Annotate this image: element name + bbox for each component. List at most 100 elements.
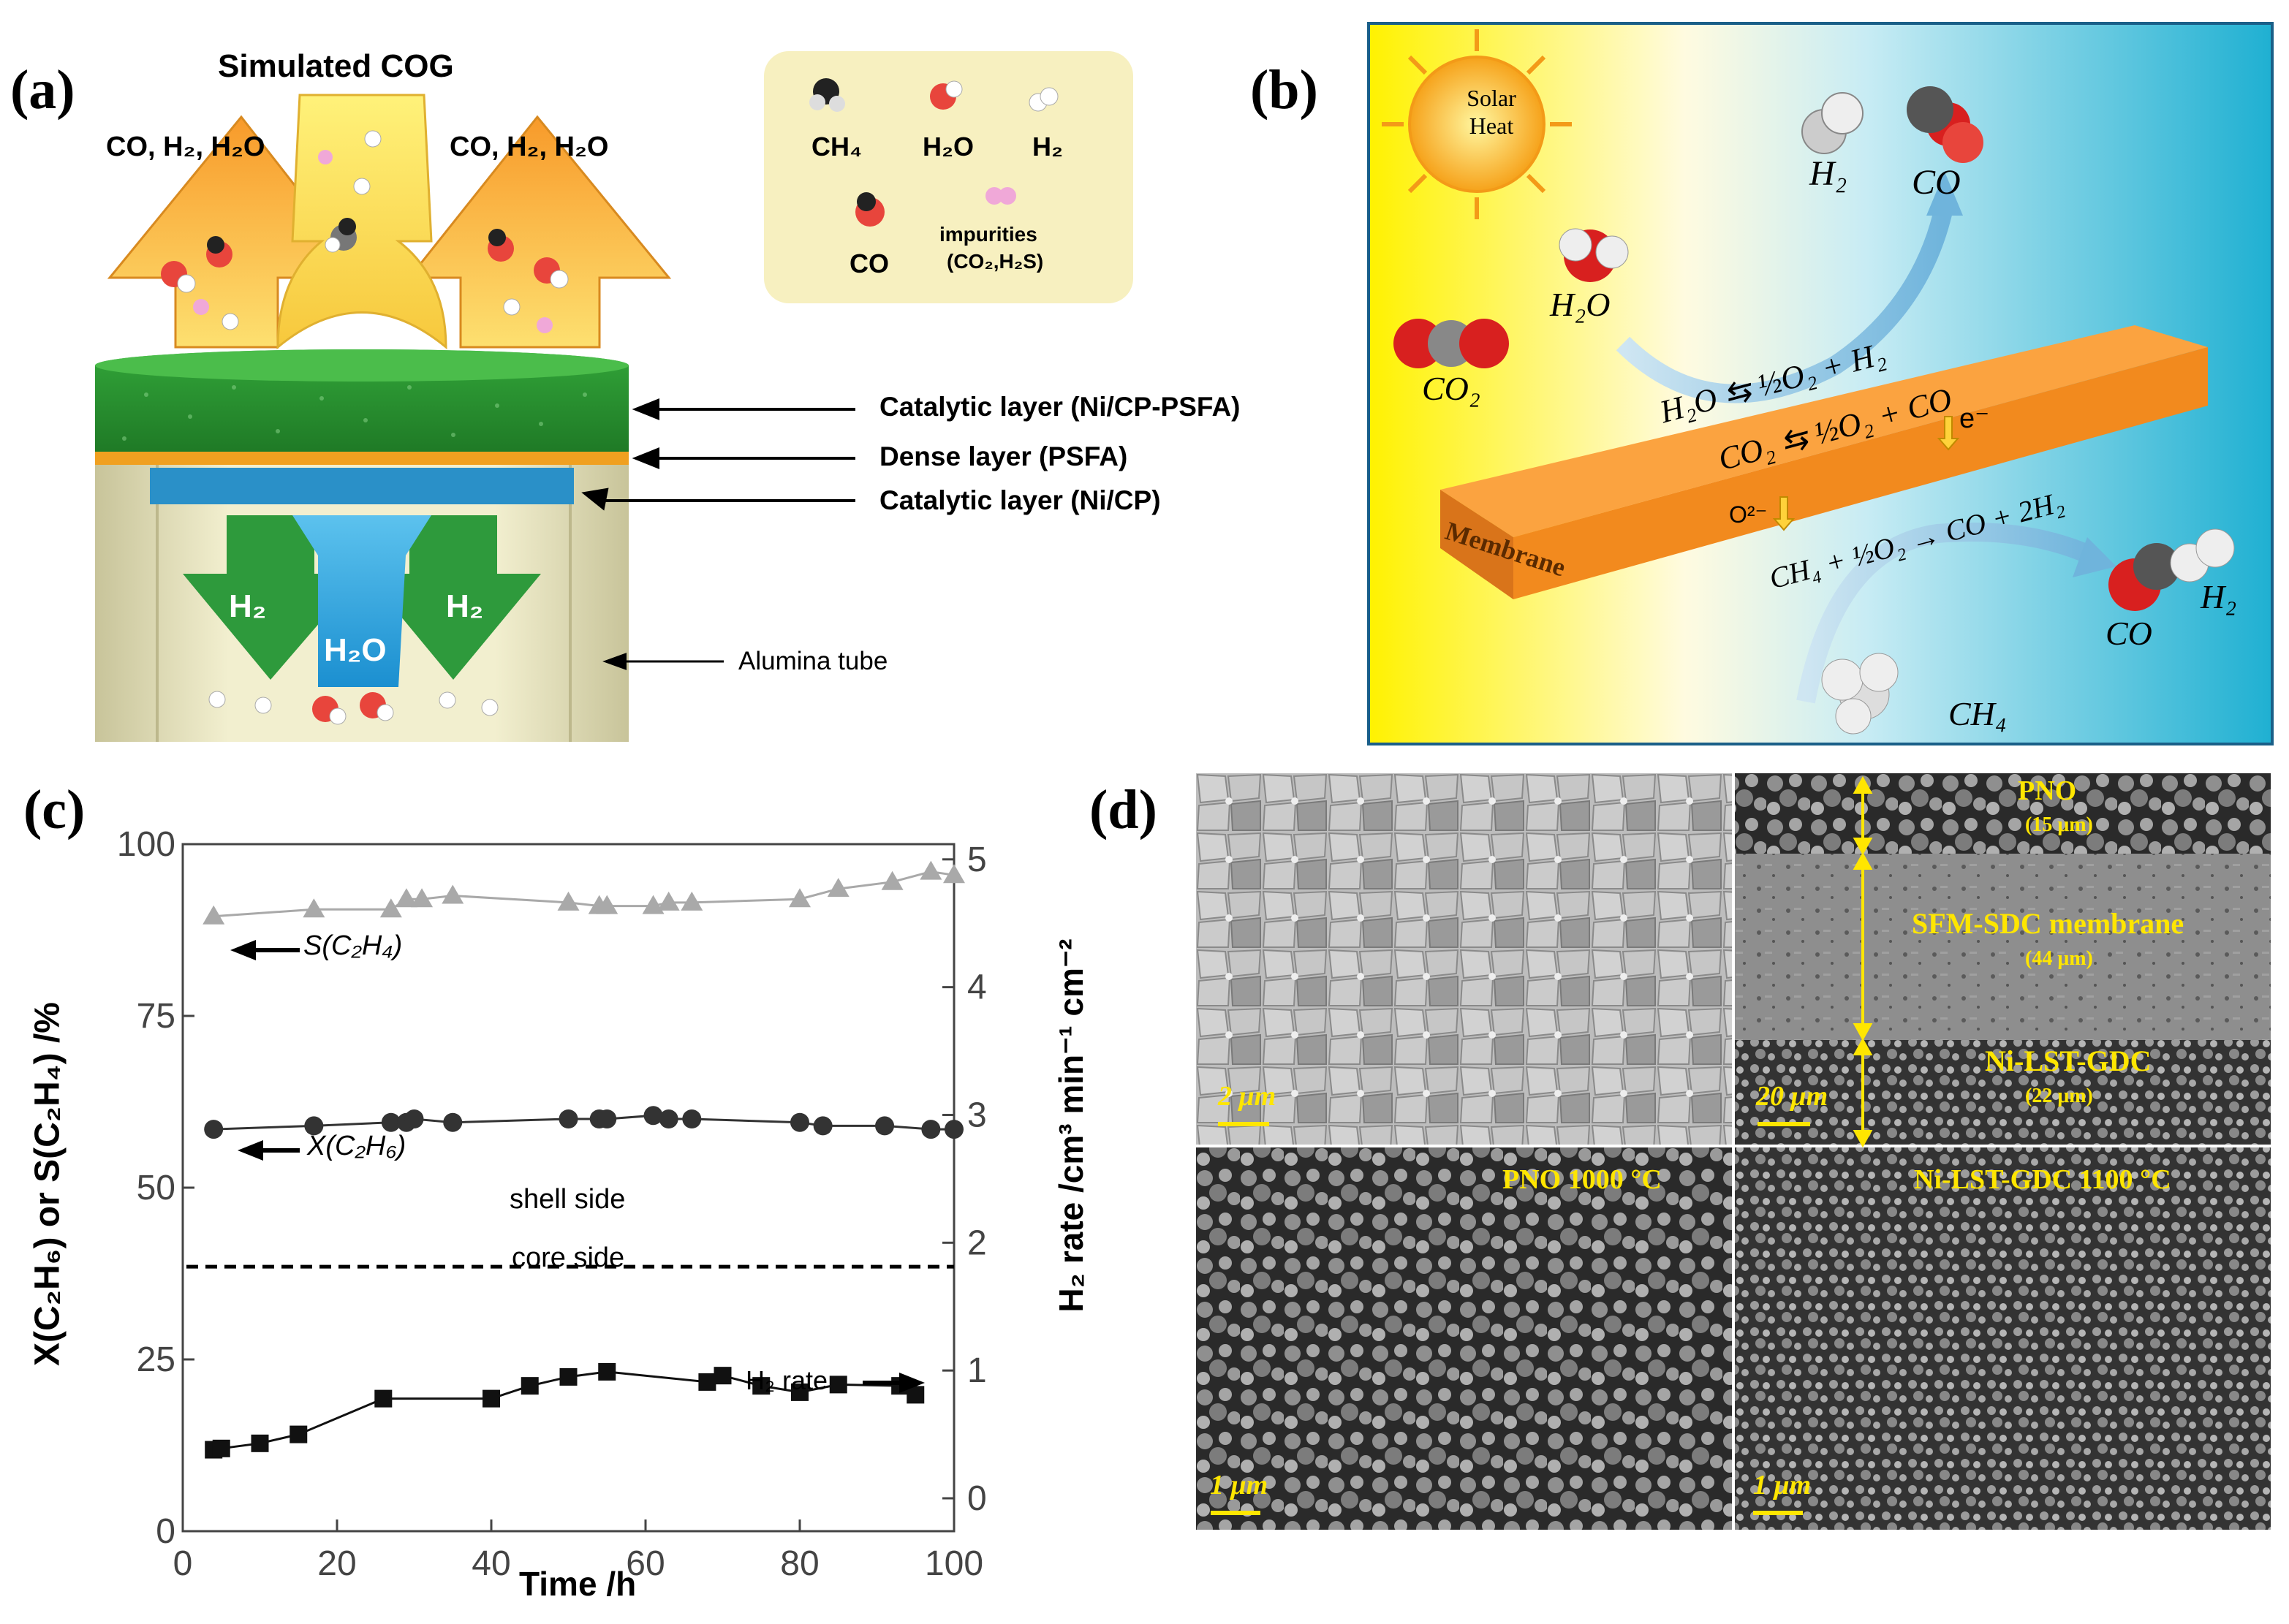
core-side-label: core side: [512, 1242, 625, 1273]
pno-sinter-label: PNO 1000 °C: [1502, 1164, 1662, 1195]
membrane-thickness: (44 μm): [2025, 947, 2093, 970]
pno-layer-label: PNO: [2018, 775, 2077, 806]
x-tick-label: 60: [626, 1544, 665, 1583]
x-tick-label: 100: [925, 1544, 983, 1583]
sem-anode-image: [1733, 1146, 2271, 1530]
y-left-tick-label: 0: [156, 1512, 175, 1551]
data-point-triangle: [789, 888, 811, 908]
alumina-tube-label: Alumina tube: [738, 647, 888, 675]
scale-surface: 2 μm: [1218, 1081, 1276, 1112]
scale-anode: 1 μm: [1753, 1470, 1812, 1500]
h2-left-label: H₂: [229, 588, 267, 624]
data-point-triangle: [203, 905, 225, 925]
sem-surface-image: [1196, 773, 1733, 1146]
data-point-circle: [813, 1116, 833, 1136]
anode-thickness: (22 μm): [2025, 1085, 2093, 1107]
data-point-triangle: [657, 891, 680, 911]
panel-a-label: (a): [10, 59, 75, 121]
x-tick-label: 40: [472, 1544, 510, 1583]
sem-pno-image: [1196, 1146, 1733, 1530]
shell-side-label: shell side: [510, 1184, 626, 1215]
co-bottom-label: CO: [2105, 615, 2152, 652]
y-left-axis-title: X(C₂H₆) or S(C₂H₄) /%: [28, 1002, 67, 1366]
legend-ch4: CH₄: [811, 132, 863, 162]
legend-impurities: impurities: [939, 223, 1037, 246]
sem-images: [1196, 773, 2271, 1530]
data-point-circle: [945, 1120, 964, 1139]
data-point-triangle: [920, 860, 942, 880]
data-point-circle: [790, 1112, 809, 1132]
y-right-tick-label: 0: [967, 1479, 987, 1518]
anode-sinter-label: Ni-LST-GDC 1100 °C: [1914, 1164, 2171, 1195]
data-point-square: [521, 1377, 539, 1395]
panel-b-diagram: [1367, 22, 2274, 745]
data-point-square: [559, 1367, 578, 1386]
left-flow-label: CO, H₂, H₂O: [106, 132, 265, 162]
h2o-arrow: [292, 515, 431, 687]
layer-label-dense: Dense layer (PSFA): [879, 441, 1128, 471]
data-point-square: [212, 1439, 230, 1457]
co-top-label: CO: [1912, 163, 1961, 202]
series-line-square: [213, 1370, 917, 1452]
oxygen-ion-label: O²⁻: [1729, 501, 1768, 528]
data-point-square: [752, 1377, 771, 1395]
data-point-triangle: [943, 864, 965, 884]
y-right-tick-label: 2: [967, 1223, 987, 1262]
h2-bottom-label: H₂: [2201, 578, 2237, 615]
co2-label: CO₂: [1422, 370, 1480, 407]
y-right-tick-label: 4: [967, 968, 987, 1007]
data-point-circle: [304, 1116, 324, 1136]
data-point-circle: [875, 1116, 895, 1136]
h2o-label-b: H₂O: [1550, 286, 1611, 323]
data-point-circle: [404, 1109, 424, 1128]
panel-a-title: Simulated COG: [218, 48, 454, 84]
electron-label: e⁻: [1959, 403, 1990, 434]
sun-icon: [1382, 29, 1572, 219]
legend-impurities-detail: (CO₂,H₂S): [947, 250, 1044, 273]
panel-b-label: (b): [1250, 59, 1318, 121]
y-left-tick-label: 25: [137, 1340, 175, 1379]
data-point-square: [374, 1389, 393, 1408]
y-right-axis-title: H₂ rate /cm³ min⁻¹ cm⁻²: [1052, 938, 1090, 1313]
data-point-square: [698, 1373, 716, 1391]
x-tick-label: 0: [173, 1544, 193, 1583]
y-left-tick-label: 50: [137, 1169, 175, 1207]
data-point-square: [907, 1386, 925, 1404]
data-point-triangle: [557, 891, 580, 911]
panel-a-diagram: [95, 51, 1133, 742]
data-point-circle: [597, 1109, 617, 1128]
sun-label: Solar Heat: [1467, 85, 1516, 139]
data-point-circle: [559, 1109, 578, 1128]
data-point-triangle: [596, 895, 618, 914]
y-left-tick-label: 75: [137, 997, 175, 1036]
layer-label-top: Catalytic layer (Ni/CP-PSFA): [879, 392, 1241, 422]
data-point-triangle: [442, 884, 464, 904]
y-right-tick-label: 1: [967, 1351, 987, 1390]
h2-rate-annotation: H₂ rate: [746, 1365, 828, 1395]
legend-h2o: H₂O: [923, 132, 974, 162]
y-right-tick-label: 5: [967, 841, 987, 879]
h2-top-label: H₂: [1809, 154, 1847, 193]
legend-co: CO: [850, 248, 889, 278]
y-left-tick-label: 100: [117, 825, 175, 864]
panel-c-label: (c): [23, 779, 86, 841]
data-point-circle: [659, 1109, 678, 1128]
x-tick-label: 80: [780, 1544, 819, 1583]
molecule-legend: [764, 51, 1133, 303]
data-point-circle: [381, 1112, 401, 1132]
membrane-slab: [1513, 347, 2208, 599]
data-point-square: [251, 1434, 269, 1452]
h2-right-label: H₂: [446, 588, 484, 624]
ch4-bottom-label: CH₄: [1948, 695, 2007, 732]
data-point-square: [598, 1362, 616, 1381]
data-point-triangle: [881, 870, 904, 890]
anode-layer-label: Ni-LST-GDC: [1985, 1044, 2152, 1077]
data-point-square: [483, 1389, 500, 1408]
data-point-triangle: [303, 898, 325, 918]
membrane-layer-label: SFM-SDC membrane: [1912, 907, 2184, 940]
data-point-circle: [921, 1120, 941, 1139]
dense-layer: [95, 452, 629, 465]
layer-label-bottom: Catalytic layer (Ni/CP): [879, 485, 1161, 515]
right-flow-label: CO, H₂, H₂O: [450, 132, 609, 162]
h2-arrow-left: [183, 515, 362, 680]
